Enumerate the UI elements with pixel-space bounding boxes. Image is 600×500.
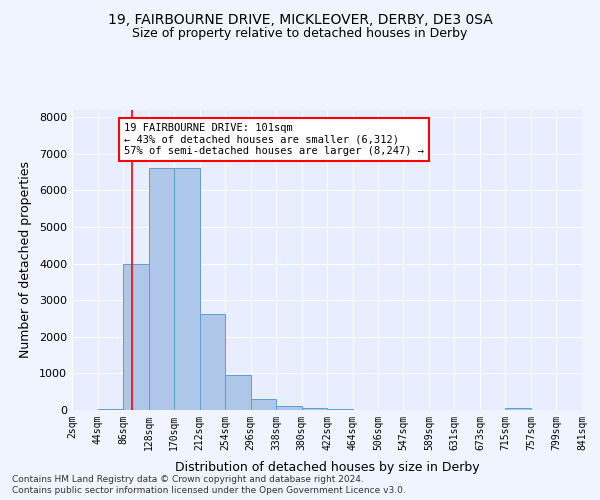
X-axis label: Distribution of detached houses by size in Derby: Distribution of detached houses by size … bbox=[175, 461, 479, 474]
Bar bbox=[123, 264, 149, 410]
Bar bbox=[200, 314, 225, 410]
Bar bbox=[251, 398, 276, 410]
Bar bbox=[505, 408, 531, 410]
Text: Contains HM Land Registry data © Crown copyright and database right 2024.: Contains HM Land Registry data © Crown c… bbox=[12, 475, 364, 484]
Bar bbox=[174, 168, 200, 410]
Bar bbox=[149, 168, 174, 410]
Text: 19 FAIRBOURNE DRIVE: 101sqm
← 43% of detached houses are smaller (6,312)
57% of : 19 FAIRBOURNE DRIVE: 101sqm ← 43% of det… bbox=[124, 123, 424, 156]
Bar bbox=[225, 375, 251, 410]
Bar bbox=[302, 408, 328, 410]
Text: Size of property relative to detached houses in Derby: Size of property relative to detached ho… bbox=[133, 28, 467, 40]
Bar bbox=[276, 406, 302, 410]
Text: 19, FAIRBOURNE DRIVE, MICKLEOVER, DERBY, DE3 0SA: 19, FAIRBOURNE DRIVE, MICKLEOVER, DERBY,… bbox=[107, 12, 493, 26]
Y-axis label: Number of detached properties: Number of detached properties bbox=[19, 162, 32, 358]
Bar bbox=[328, 409, 353, 410]
Text: Contains public sector information licensed under the Open Government Licence v3: Contains public sector information licen… bbox=[12, 486, 406, 495]
